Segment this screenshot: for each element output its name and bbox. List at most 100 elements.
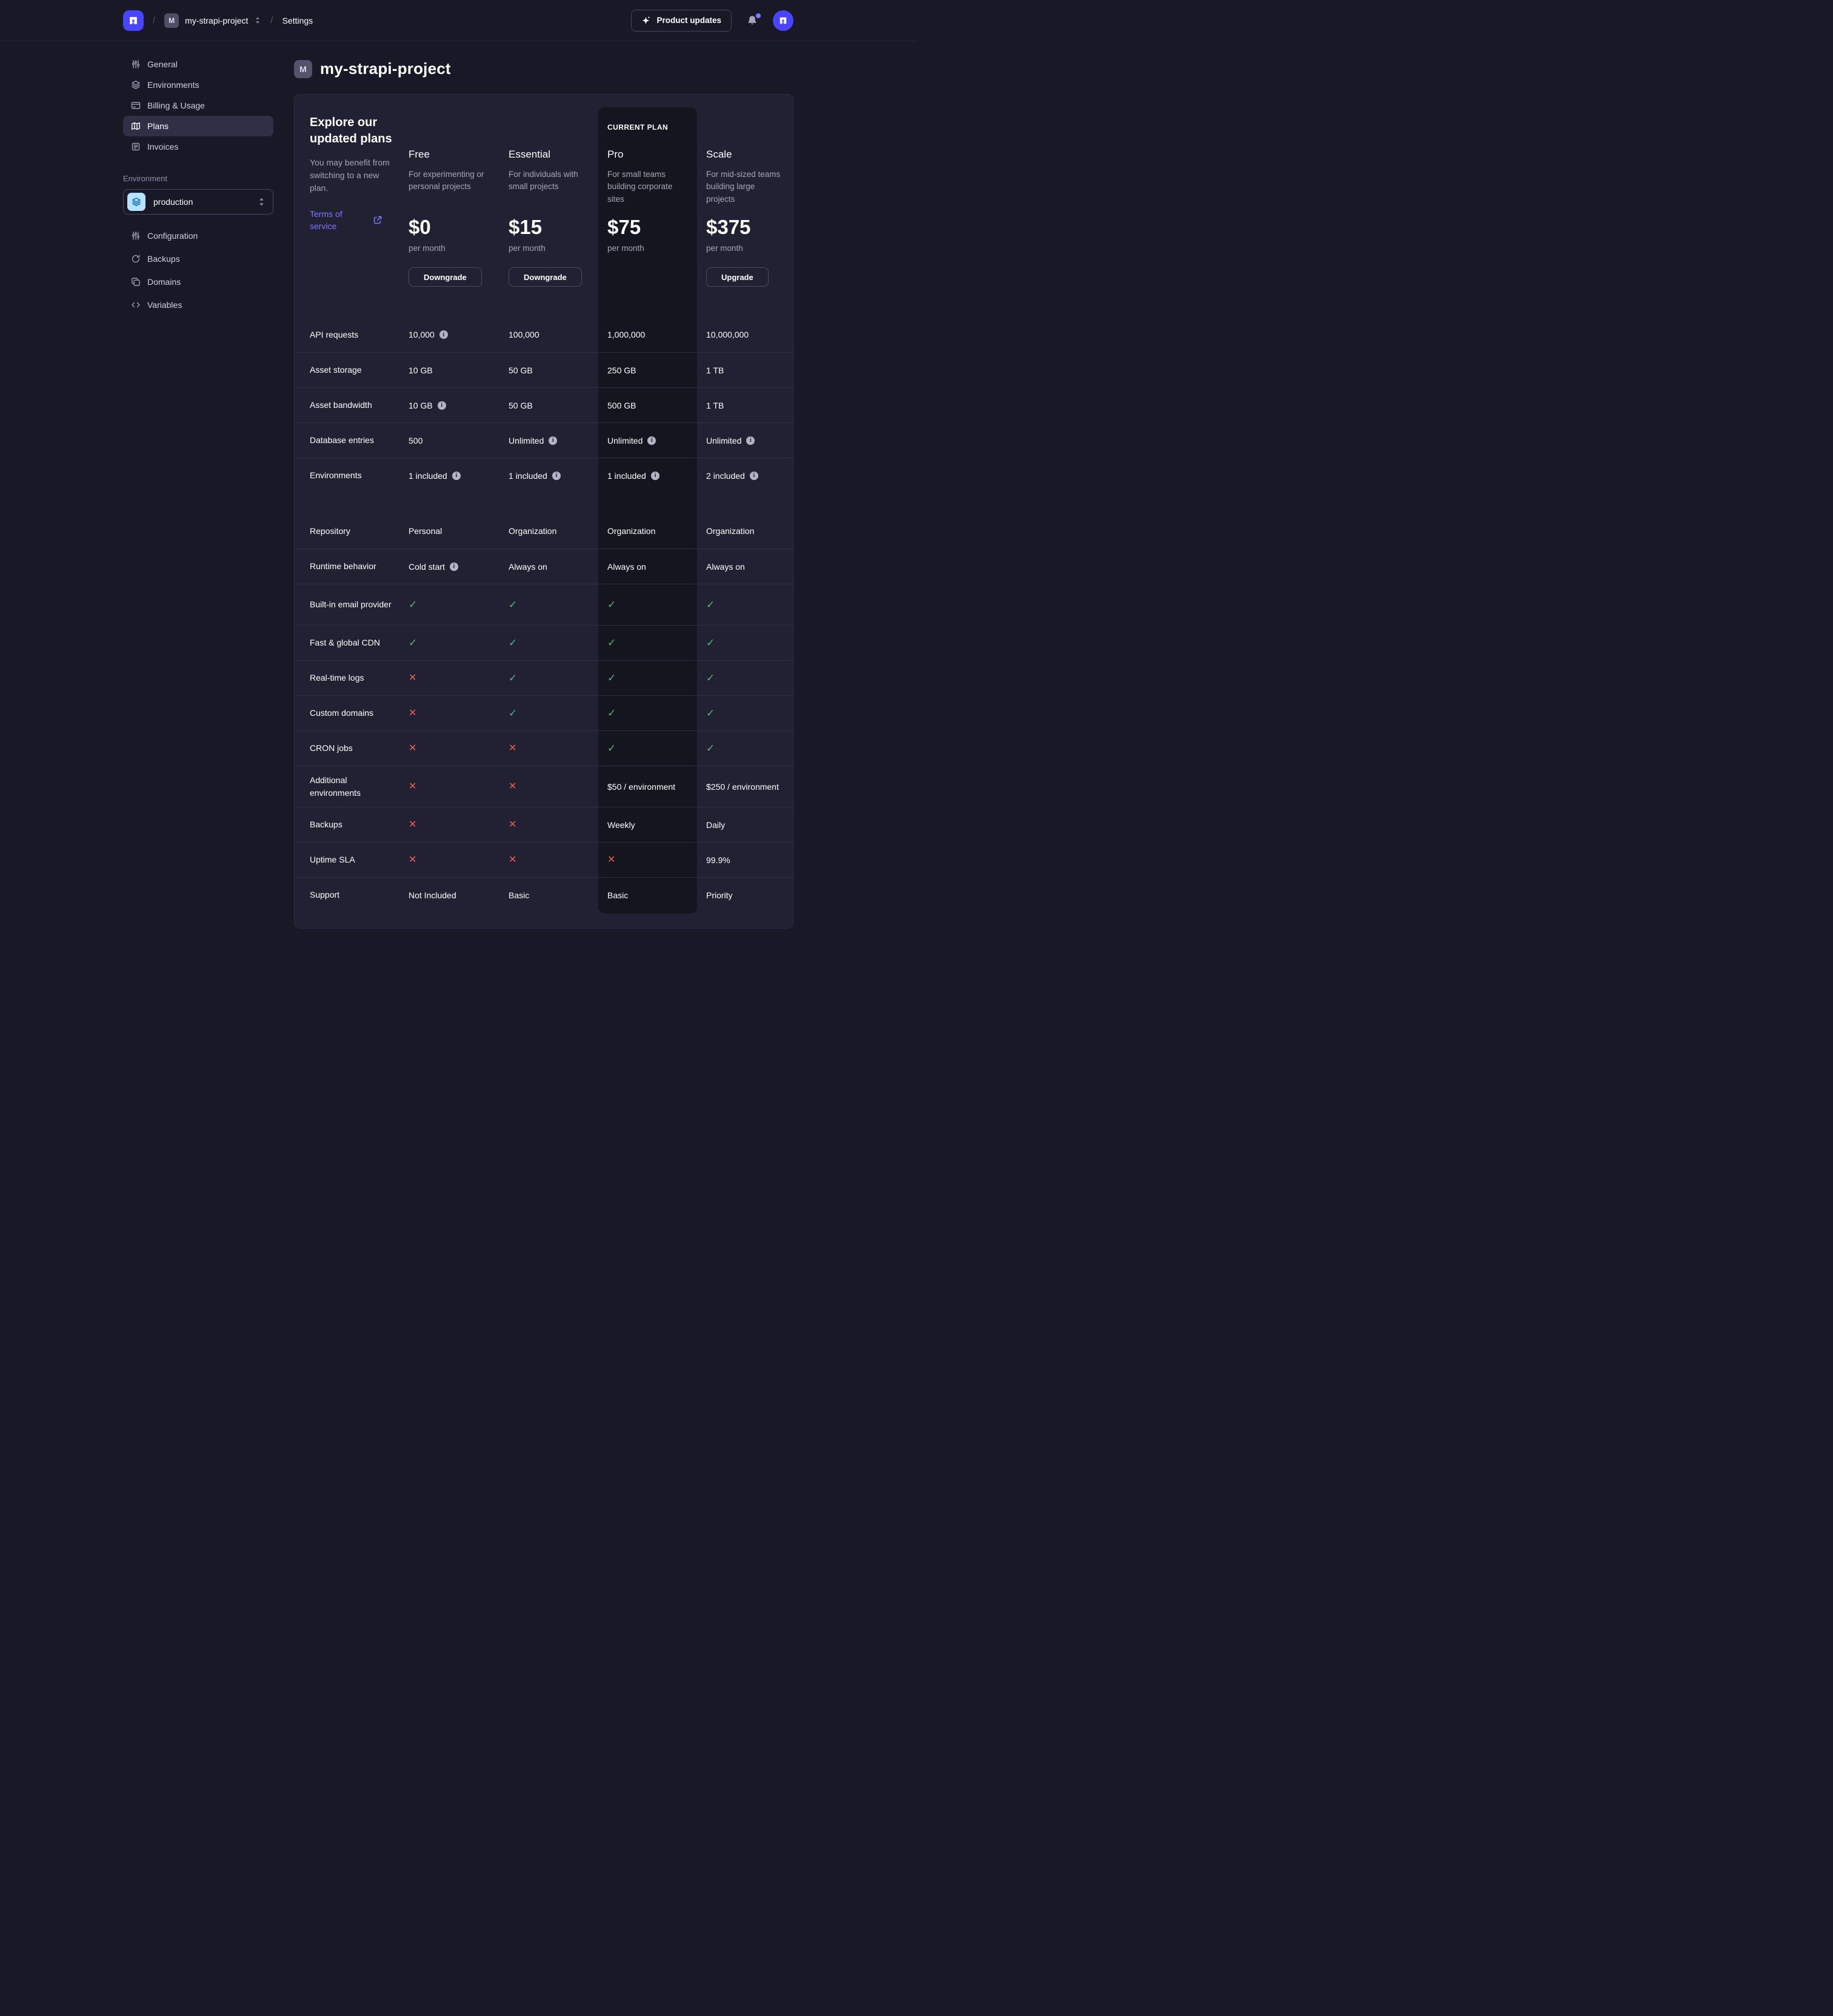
info-icon[interactable] xyxy=(437,401,446,410)
info-icon[interactable] xyxy=(549,436,558,445)
sidebar-item-variables[interactable]: Variables xyxy=(123,293,273,316)
value-text: 50 GB xyxy=(509,365,533,375)
notification-dot xyxy=(756,13,761,18)
product-updates-button[interactable]: Product updates xyxy=(631,9,732,32)
value-cell xyxy=(399,638,499,648)
info-icon[interactable] xyxy=(647,436,656,445)
cross-icon xyxy=(509,744,516,753)
value-text: $250 / environment xyxy=(706,781,779,792)
value-text: Unlimited xyxy=(706,435,742,446)
top-navbar: / M my-strapi-project / Settings xyxy=(0,0,916,41)
cross-icon xyxy=(409,782,416,792)
plans-table-row: Support Not Included Basic Basic Priority xyxy=(295,877,793,912)
value-cell: Daily xyxy=(697,820,793,830)
info-icon[interactable] xyxy=(452,471,461,480)
cross-icon xyxy=(509,855,516,865)
value-cell: 1 TB xyxy=(697,401,793,410)
navbar-actions: Product updates xyxy=(631,9,793,32)
plans-table-row: CRON jobs xyxy=(295,730,793,766)
value-cell xyxy=(598,599,697,610)
cross-icon xyxy=(409,855,416,865)
value-cell: Organization xyxy=(697,526,793,536)
plans-table: API requests 10,000 100,000 1,000,000 10,000… xyxy=(295,317,793,928)
value-text: Priority xyxy=(706,890,733,900)
feature-label: Repository xyxy=(310,526,350,536)
plans-table-row: Database entries 500 Unlimited Unlimited Unl… xyxy=(295,422,793,458)
sidebar-item-label: Environments xyxy=(147,80,199,90)
sidebar-item-billing-usage[interactable]: Billing & Usage xyxy=(123,95,273,116)
check-icon xyxy=(706,673,715,683)
plans-intro-body: You may benefit from switching to a new … xyxy=(310,158,390,193)
feature-label: Built-in email provider xyxy=(310,599,392,609)
info-icon[interactable] xyxy=(552,471,561,480)
info-icon[interactable] xyxy=(650,471,659,480)
value-cell xyxy=(697,743,793,753)
value-cell xyxy=(399,599,499,610)
value-text: Weekly xyxy=(607,819,635,830)
upgrade-button-scale[interactable]: Upgrade xyxy=(706,267,769,287)
current-plan-badge: CURRENT PLAN xyxy=(607,123,669,132)
value-cell: Unlimited xyxy=(499,436,598,446)
info-icon[interactable] xyxy=(449,562,458,571)
value-text: Organization xyxy=(509,526,557,536)
value-cell: Basic xyxy=(499,890,598,900)
feature-label: Fast & global CDN xyxy=(310,638,380,647)
plan-name: Scale xyxy=(706,149,732,160)
environment-layers-icon xyxy=(127,193,145,211)
sidebar-item-label: General xyxy=(147,59,178,69)
plan-period: per month xyxy=(509,244,546,253)
sidebar-item-plans[interactable]: Plans xyxy=(123,116,273,136)
feature-label: Asset storage xyxy=(310,365,362,375)
value-text: 1 TB xyxy=(706,400,724,410)
cross-icon xyxy=(409,744,416,753)
plan-price: $375 xyxy=(706,216,751,238)
project-initial-badge: M xyxy=(164,13,179,28)
breadcrumb-separator: / xyxy=(153,15,156,25)
user-avatar[interactable] xyxy=(773,10,793,31)
value-cell xyxy=(598,638,697,648)
value-text: Daily xyxy=(706,819,726,830)
sidebar-item-environments[interactable]: Environments xyxy=(123,75,273,95)
plans-table-row: Backups Weekly Daily xyxy=(295,807,793,842)
downgrade-button-free[interactable]: Downgrade xyxy=(409,267,482,287)
plan-column-free: Free For experimenting or personal proje… xyxy=(399,95,499,287)
value-text: Basic xyxy=(509,890,530,900)
value-cell: 500 xyxy=(399,436,499,446)
value-cell xyxy=(499,855,598,865)
value-text: 100,000 xyxy=(509,330,539,339)
value-text: Basic xyxy=(607,890,629,900)
terms-of-service-link[interactable]: Terms of service xyxy=(310,209,342,232)
info-icon[interactable] xyxy=(749,471,758,480)
value-cell xyxy=(697,673,793,683)
plan-period: per month xyxy=(607,244,644,253)
sidebar-item-general[interactable]: General xyxy=(123,54,273,75)
sidebar-item-invoices[interactable]: Invoices xyxy=(123,136,273,157)
value-cell: $50 / environment xyxy=(598,782,697,792)
sidebar-item-backups[interactable]: Backups xyxy=(123,247,273,270)
check-icon xyxy=(509,708,517,718)
breadcrumb-settings[interactable]: Settings xyxy=(282,15,313,25)
section-gap xyxy=(295,493,793,513)
info-icon[interactable] xyxy=(439,330,448,339)
sidebar-item-domains[interactable]: Domains xyxy=(123,270,273,293)
breadcrumb-project-switcher[interactable]: M my-strapi-project xyxy=(164,13,261,28)
value-text: 10 GB xyxy=(409,365,433,375)
settings-sidebar: General Environments Billing & Usage xyxy=(123,41,273,316)
cross-icon xyxy=(409,673,416,683)
sidebar-item-configuration[interactable]: Configuration xyxy=(123,224,273,247)
plans-table-row: Environments 1 included 1 included 1 includ… xyxy=(295,458,793,493)
value-cell: Cold start xyxy=(399,562,499,572)
copy-icon xyxy=(131,277,141,287)
strapi-logo-button[interactable] xyxy=(123,10,144,31)
value-cell xyxy=(399,709,499,718)
value-cell: Weekly xyxy=(598,820,697,830)
downgrade-button-essential[interactable]: Downgrade xyxy=(509,267,582,287)
check-icon xyxy=(409,599,417,610)
notifications-button[interactable] xyxy=(746,13,761,27)
value-cell: 10,000,000 xyxy=(697,330,793,339)
check-icon xyxy=(509,599,517,610)
info-icon[interactable] xyxy=(746,436,755,445)
check-icon xyxy=(706,708,715,718)
feature-label: API requests xyxy=(310,329,359,339)
environment-select[interactable]: production xyxy=(123,189,273,215)
